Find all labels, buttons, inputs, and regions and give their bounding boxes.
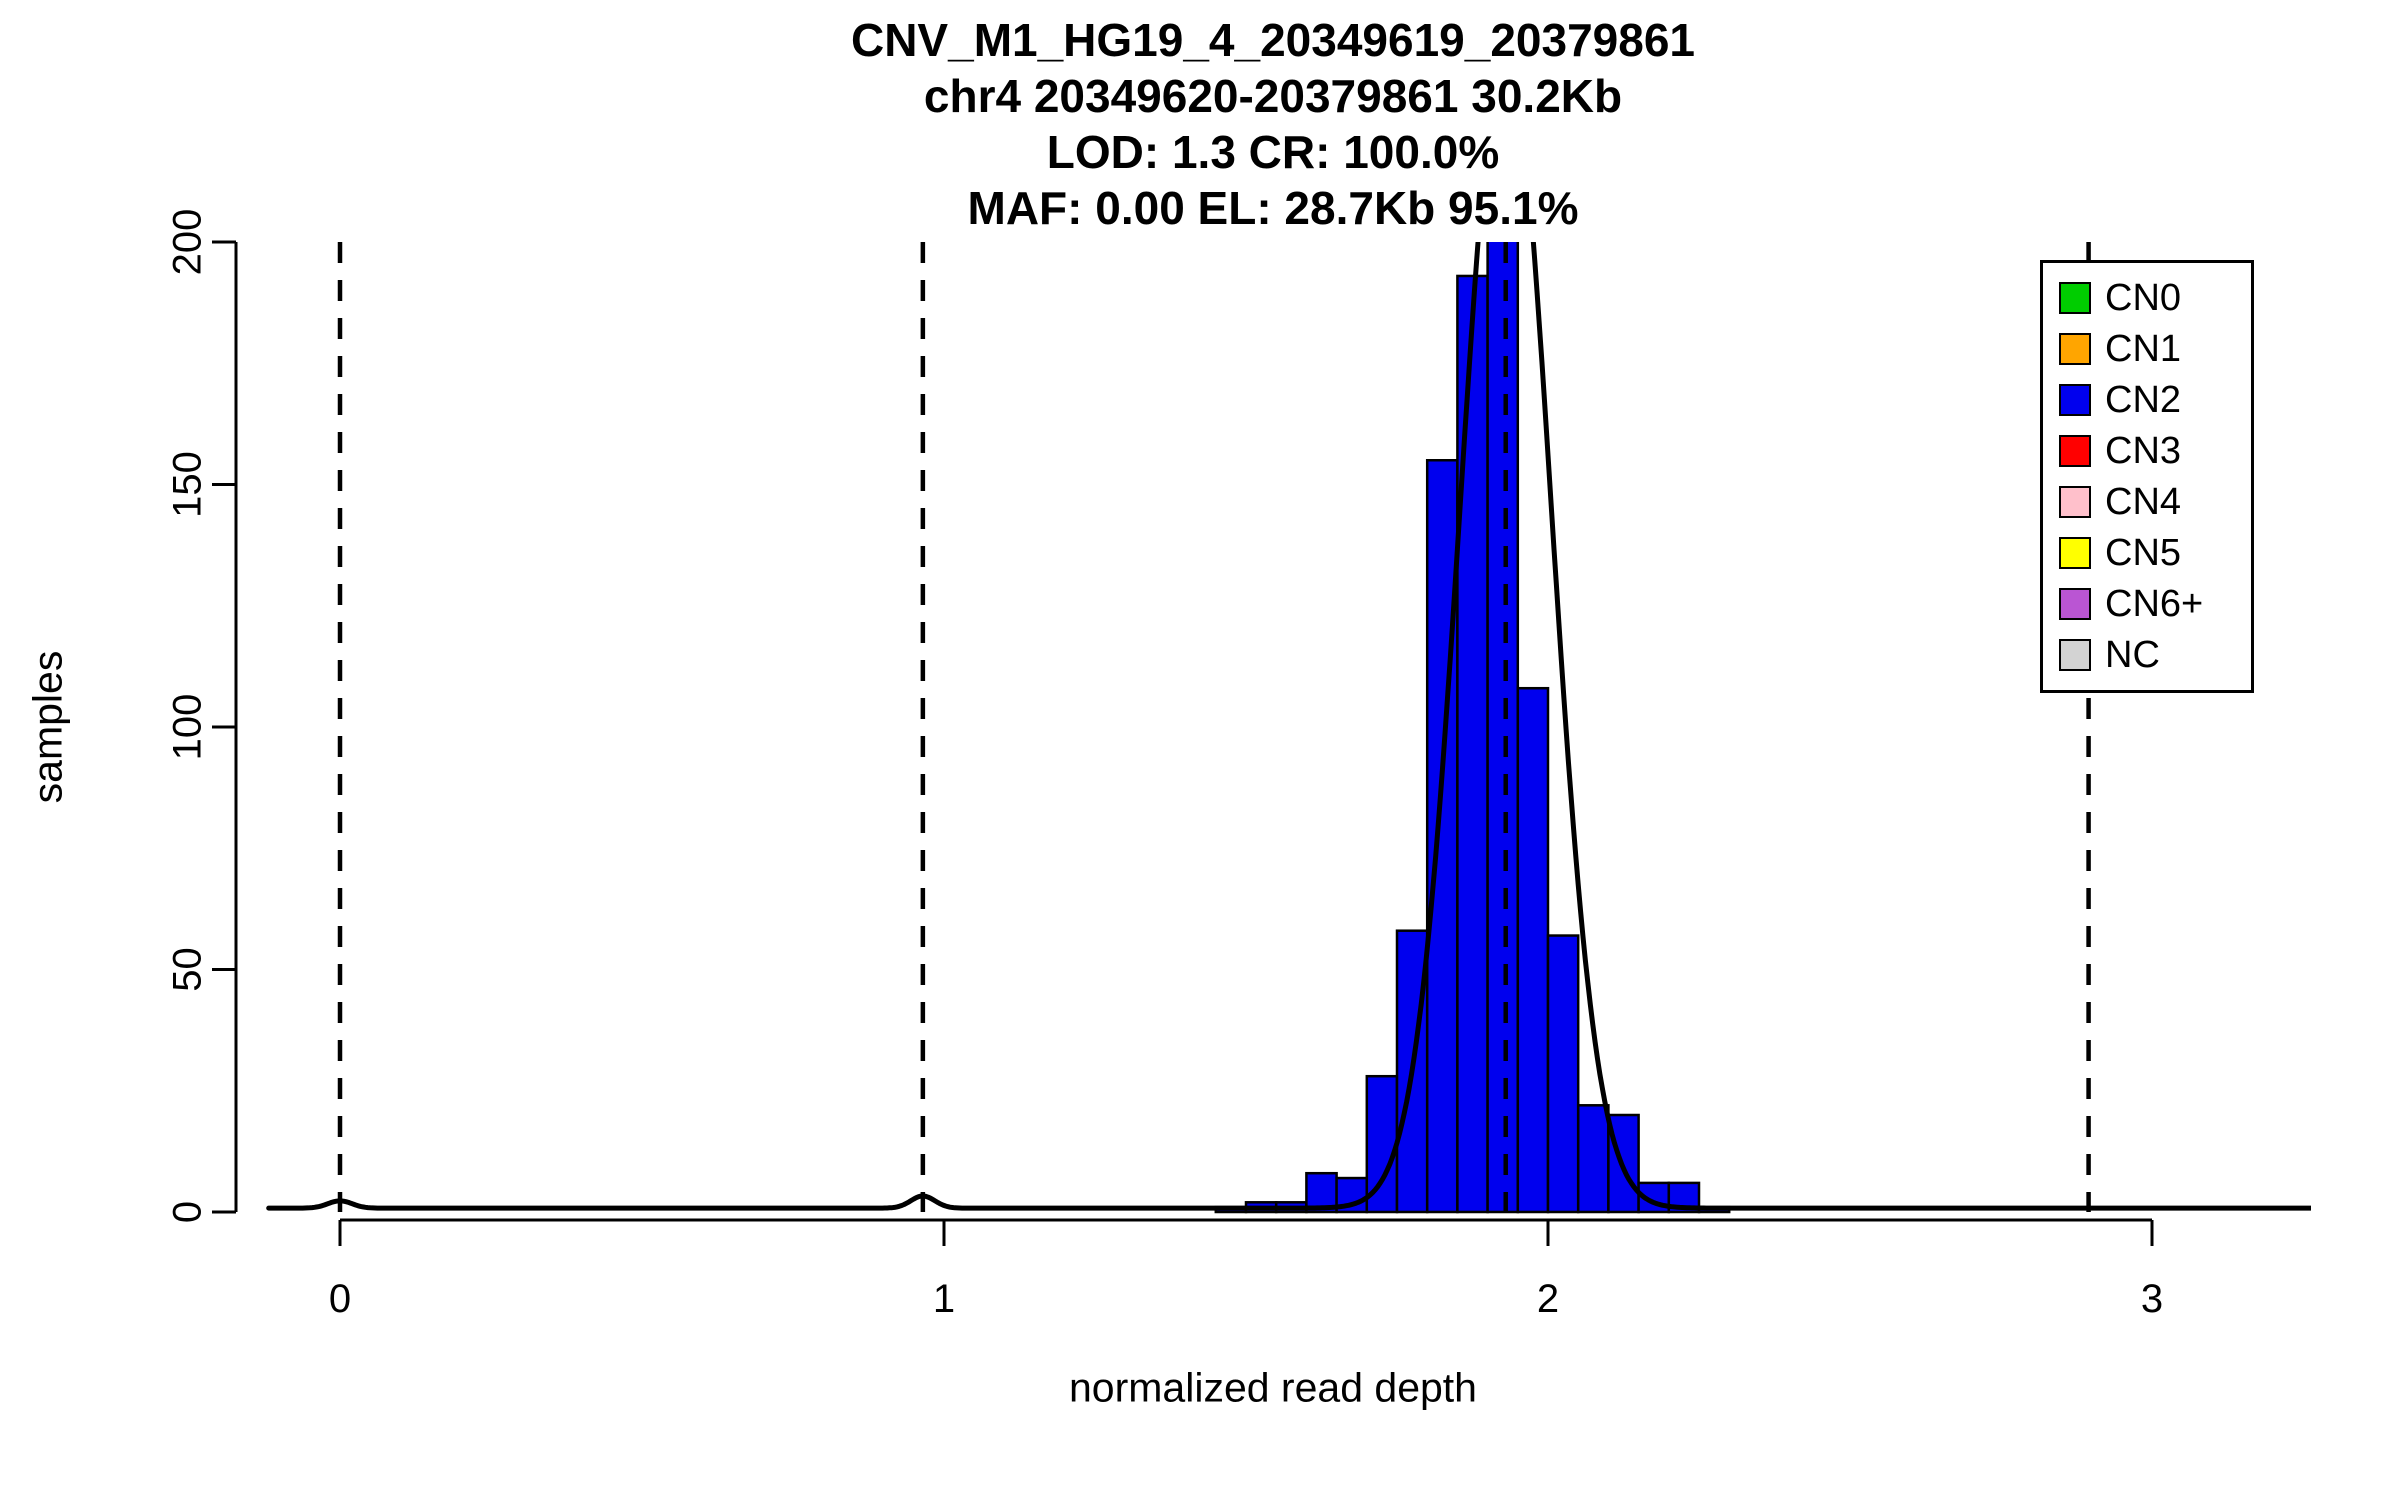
histogram-bar [1335,1176,1369,1214]
x-axis-label: normalized read depth [1069,1364,1477,1411]
legend-item: CN6+ [2059,583,2235,625]
y-tick-label: 150 [166,451,210,518]
histogram-bar [1486,242,1520,1214]
legend-item-label: CN0 [2105,276,2182,319]
legend-item: CN2 [2059,379,2235,421]
histogram-bar [1456,274,1489,1214]
chart-title: CNV_M1_HG19_4_20349619_20379861 chr4 203… [851,12,1695,236]
legend-swatch [2059,435,2091,467]
title-line-4: MAF: 0.00 EL: 28.7Kb 95.1% [967,182,1579,234]
y-tick-label: 200 [166,209,210,276]
density-curve [266,242,2311,1211]
histogram-bar [1576,1104,1610,1214]
title-line-3: LOD: 1.3 CR: 100.0% [1046,126,1500,178]
legend-swatch [2059,333,2091,365]
histogram-bar [1546,934,1580,1214]
title-line-2: chr4 20349620-20379861 30.2Kb [923,70,1623,122]
legend-item: NC [2059,634,2235,676]
legend-swatch [2059,639,2091,671]
legend-item-label: CN2 [2105,378,2182,421]
x-tick-label: 1 [933,1277,955,1321]
legend-swatch [2059,282,2091,314]
legend-item: CN4 [2059,481,2235,523]
x-tick-label: 2 [1537,1277,1559,1321]
histogram-bar [1425,459,1459,1214]
legend-item: CN1 [2059,328,2235,370]
title-line-1: CNV_M1_HG19_4_20349619_20379861 [850,14,1696,66]
legend-item-label: CN5 [2105,531,2182,574]
legend-swatch [2059,384,2091,416]
legend: CN0 CN1 CN2 CN3 CN4 CN5 CN6+ NC [2040,260,2254,693]
legend-item-label: CN4 [2105,480,2182,523]
y-tick-label: 0 [166,1201,210,1223]
y-tick-label: 100 [166,694,210,761]
legend-swatch [2059,588,2091,620]
legend-item: CN3 [2059,430,2235,472]
legend-swatch [2059,537,2091,569]
histogram-bars [1214,242,1731,1214]
legend-item-label: NC [2105,633,2160,676]
x-tick-label: 3 [2141,1277,2163,1321]
legend-item-label: CN6+ [2105,582,2204,625]
y-tick-label: 50 [166,947,210,992]
legend-swatch [2059,486,2091,518]
y-axis-label: samples [24,650,71,804]
density-curve-group [266,242,2311,1211]
legend-item: CN0 [2059,277,2235,319]
x-tick-label: 0 [329,1277,351,1321]
histogram-bar [1365,1074,1399,1214]
legend-item: CN5 [2059,532,2235,574]
histogram-bar [1516,686,1550,1214]
legend-item-label: CN1 [2105,327,2182,370]
legend-item-label: CN3 [2105,429,2182,472]
